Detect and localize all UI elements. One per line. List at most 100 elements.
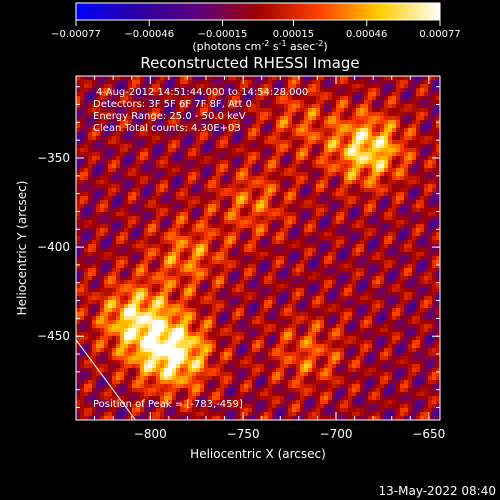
heatmap-cell: [168, 244, 173, 249]
heatmap-cell: [424, 184, 429, 189]
heatmap-cell: [96, 124, 101, 129]
heatmap-cell: [228, 108, 233, 113]
heatmap-cell: [180, 84, 185, 89]
heatmap-cell: [336, 160, 341, 165]
heatmap-cell: [232, 128, 237, 133]
heatmap-cell: [268, 88, 273, 93]
heatmap-cell: [220, 192, 225, 197]
heatmap-cell: [204, 240, 209, 245]
heatmap-cell: [176, 84, 181, 89]
heatmap-cell: [308, 276, 313, 281]
heatmap-cell: [412, 116, 417, 121]
heatmap-cell: [232, 148, 237, 153]
heatmap-cell: [276, 264, 281, 269]
heatmap-cell: [132, 80, 137, 85]
heatmap-cell: [292, 264, 297, 269]
heatmap-cell: [284, 184, 289, 189]
heatmap-cell: [144, 92, 149, 97]
heatmap-cell: [332, 108, 337, 113]
heatmap-cell: [312, 272, 317, 277]
heatmap-cell: [80, 260, 85, 265]
heatmap-cell: [152, 232, 157, 237]
heatmap-cell: [148, 180, 153, 185]
heatmap-cell: [132, 244, 137, 249]
heatmap-cell: [356, 200, 361, 205]
heatmap-cell: [388, 224, 393, 229]
heatmap-cell: [164, 100, 169, 105]
heatmap-cell: [372, 180, 377, 185]
heatmap-cell: [280, 88, 285, 93]
heatmap-cell: [300, 232, 305, 237]
heatmap-cell: [220, 264, 225, 269]
heatmap-cell: [416, 172, 421, 177]
heatmap-cell: [80, 120, 85, 125]
heatmap-cell: [348, 264, 353, 269]
heatmap-cell: [128, 208, 133, 213]
heatmap-cell: [352, 168, 357, 173]
heatmap-cell: [160, 128, 165, 133]
heatmap-cell: [284, 164, 289, 169]
heatmap-cell: [100, 136, 105, 141]
heatmap-cell: [264, 224, 269, 229]
heatmap-cell: [296, 164, 301, 169]
heatmap-cell: [168, 136, 173, 141]
heatmap-cell: [136, 112, 141, 117]
heatmap-cell: [404, 92, 409, 97]
heatmap-cell: [124, 252, 129, 257]
heatmap-cell: [368, 100, 373, 105]
heatmap-cell: [340, 112, 345, 117]
heatmap-cell: [336, 92, 341, 97]
heatmap-cell: [88, 288, 93, 293]
heatmap-cell: [220, 80, 225, 85]
heatmap-cell: [136, 180, 141, 185]
heatmap-cell: [188, 168, 193, 173]
heatmap-cell: [388, 240, 393, 245]
heatmap-cell: [352, 100, 357, 105]
heatmap-cell: [340, 256, 345, 261]
heatmap-cell: [204, 192, 209, 197]
heatmap-cell: [240, 228, 245, 233]
heatmap-cell: [356, 168, 361, 173]
heatmap-cell: [144, 140, 149, 145]
heatmap-cell: [404, 276, 409, 281]
heatmap-cell: [436, 280, 440, 285]
heatmap-cell: [356, 184, 361, 189]
heatmap-cell: [148, 144, 153, 149]
heatmap-cell: [228, 180, 233, 185]
heatmap-cell: [396, 76, 401, 81]
heatmap-cell: [404, 224, 409, 229]
heatmap-cell: [160, 276, 165, 281]
heatmap-cell: [172, 204, 177, 209]
heatmap-cell: [364, 212, 369, 217]
heatmap-cell: [380, 116, 385, 121]
heatmap-cell: [268, 116, 273, 121]
heatmap-cell: [284, 272, 289, 277]
heatmap-cell: [284, 268, 289, 273]
heatmap-cell: [400, 96, 405, 101]
heatmap-cell: [100, 168, 105, 173]
heatmap-cell: [236, 280, 241, 285]
heatmap-cell: [128, 236, 133, 241]
heatmap-cell: [384, 188, 389, 193]
heatmap-cell: [336, 108, 341, 113]
heatmap-cell: [400, 140, 405, 145]
heatmap-cell: [240, 280, 245, 285]
heatmap-cell: [88, 232, 93, 237]
heatmap-cell: [92, 200, 97, 205]
heatmap-cell: [376, 116, 381, 121]
heatmap-cell: [428, 244, 433, 249]
heatmap-cell: [180, 276, 185, 281]
heatmap-cell: [360, 164, 365, 169]
heatmap-cell: [308, 176, 313, 181]
heatmap-cell: [212, 144, 217, 149]
heatmap-cell: [276, 228, 281, 233]
heatmap-cell: [96, 100, 101, 105]
heatmap-cell: [152, 236, 157, 241]
heatmap-cell: [376, 244, 381, 249]
heatmap-cell: [424, 96, 429, 101]
heatmap-cell: [300, 172, 305, 177]
heatmap-cell: [352, 164, 357, 169]
heatmap-cell: [136, 196, 141, 201]
heatmap-cell: [344, 176, 349, 181]
heatmap-cell: [212, 224, 217, 229]
